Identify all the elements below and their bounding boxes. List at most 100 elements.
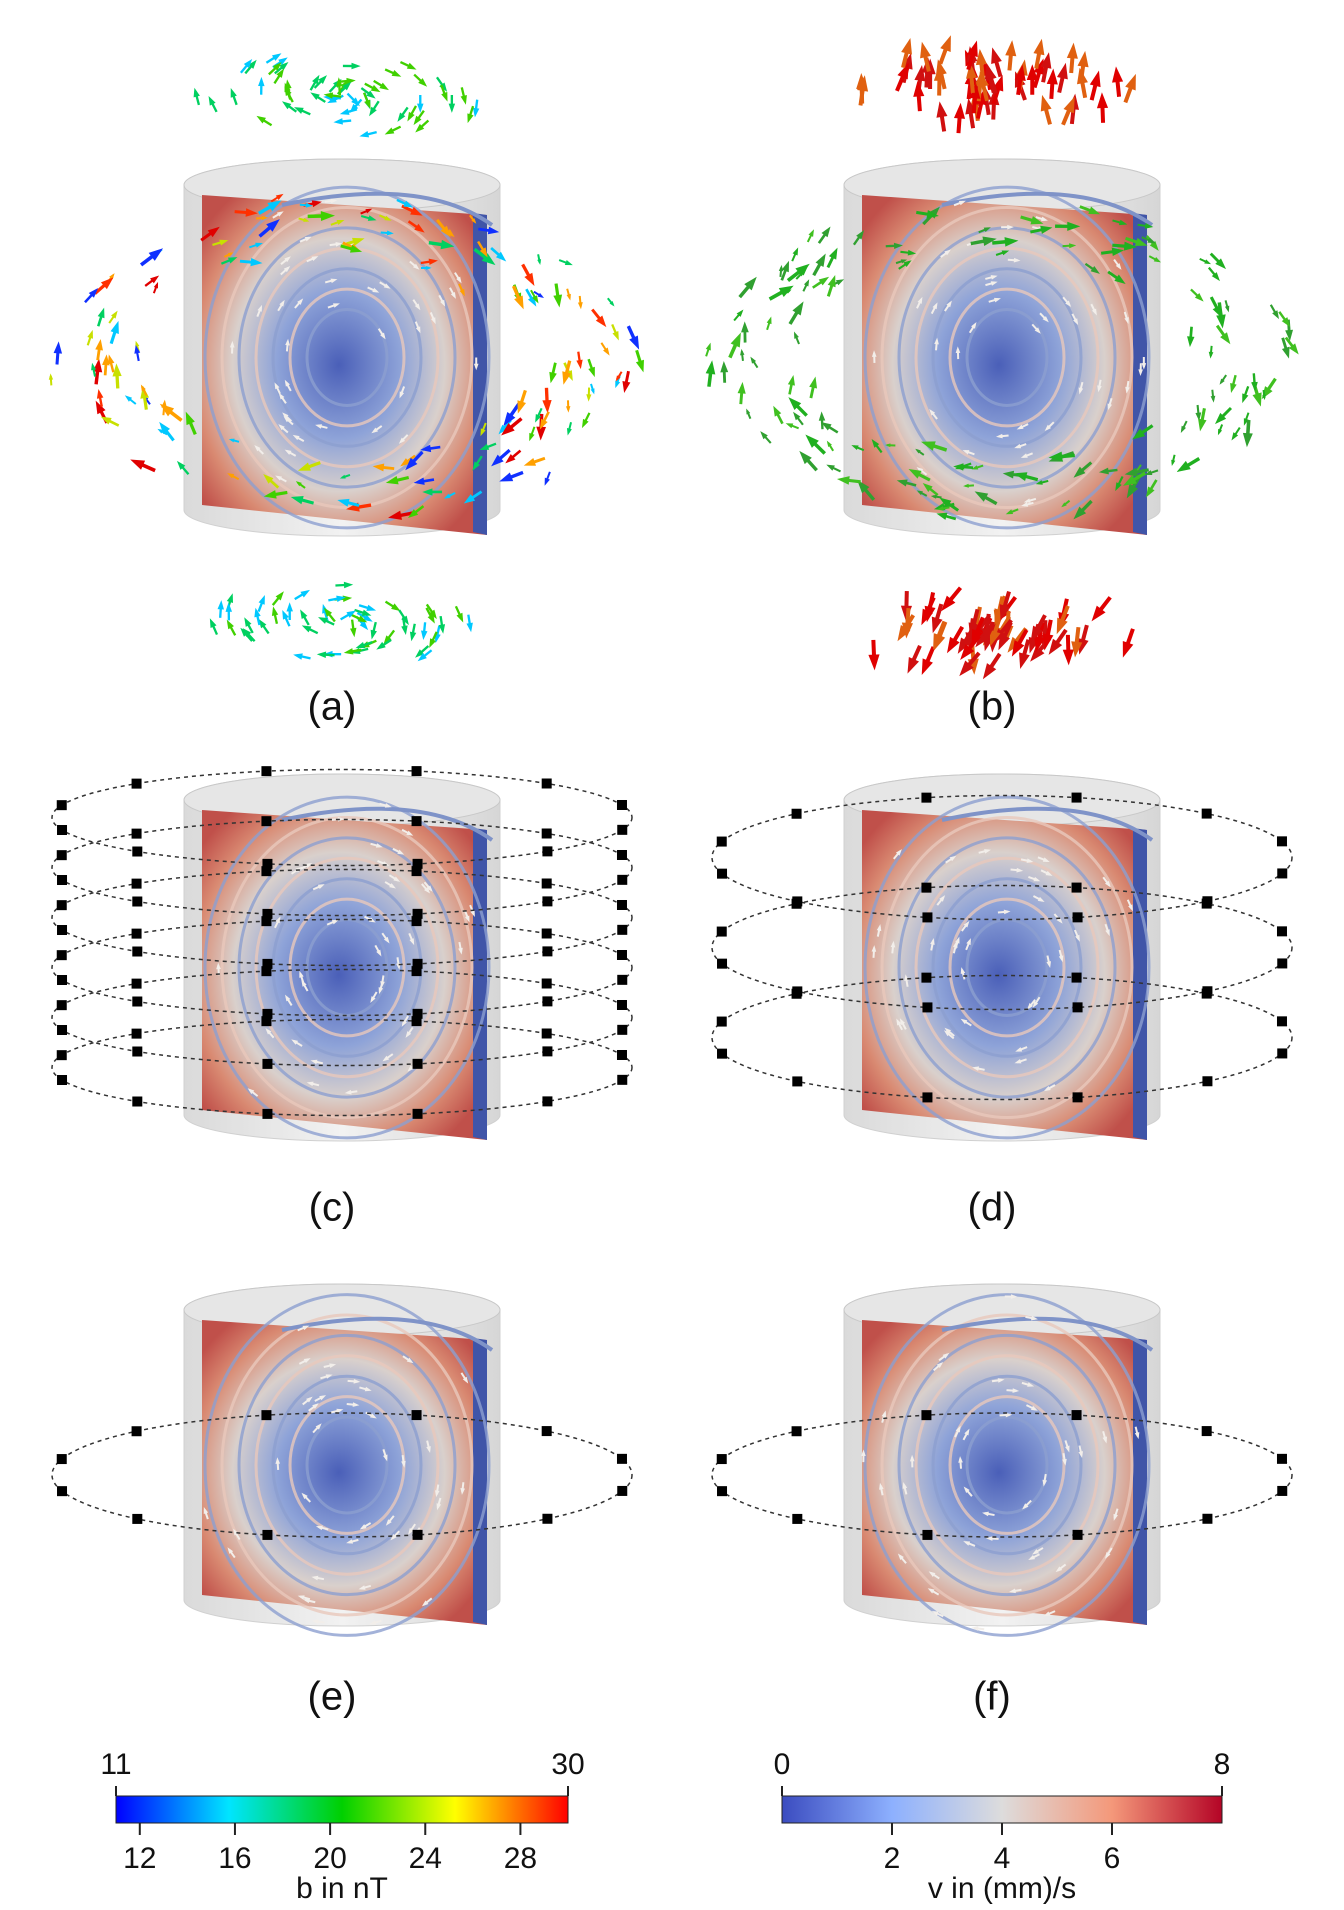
streamline <box>948 897 1066 1038</box>
arrow-head <box>785 423 794 429</box>
arrow-head <box>306 1396 313 1403</box>
sensor <box>921 972 932 983</box>
panel-label: (e) <box>308 1675 357 1719</box>
arrow-head <box>339 474 346 479</box>
sensor <box>542 996 553 1007</box>
arrow-head <box>827 274 836 288</box>
arrow-head <box>413 115 422 126</box>
arrow-head <box>799 450 812 465</box>
arrow-head <box>537 292 545 299</box>
colorbar-tick-label: 20 <box>313 1842 346 1875</box>
arrow-head <box>300 589 310 598</box>
arrow-head <box>357 615 368 623</box>
arrow-head <box>304 236 312 242</box>
arrow-head <box>227 252 234 257</box>
arrow-head <box>897 1553 904 1561</box>
arrow-head <box>857 75 869 92</box>
sensor <box>57 925 68 936</box>
sensor <box>412 1529 423 1540</box>
arrow-head <box>352 237 365 246</box>
arrow-head <box>315 1423 322 1430</box>
arrow-head <box>544 477 550 486</box>
arrow-head <box>466 622 473 633</box>
arrow-head <box>1138 369 1143 376</box>
arrow-head <box>818 276 830 286</box>
arrow-head <box>750 356 757 364</box>
arrow-head <box>401 1020 407 1027</box>
arrow-head <box>1073 318 1079 326</box>
arrow-head <box>217 600 224 610</box>
sensor <box>1072 1092 1083 1103</box>
arrow-head <box>1033 876 1041 882</box>
arrow-head <box>1124 467 1138 477</box>
arrow-head <box>998 633 1010 651</box>
slab-edge <box>473 213 487 535</box>
arrow-head <box>1043 1611 1051 1617</box>
arrow-head <box>359 621 369 631</box>
arrow-head <box>376 641 386 650</box>
arrow-head <box>426 266 432 270</box>
arrow-head <box>744 276 757 291</box>
arrow-head <box>936 512 948 520</box>
arrow-head <box>1125 386 1130 394</box>
arrow-head <box>481 253 496 266</box>
sensor <box>542 1513 553 1524</box>
arrow-head <box>405 457 418 471</box>
arrow-head <box>1030 646 1045 662</box>
arrow-head <box>284 379 290 387</box>
arrow-head <box>458 947 463 955</box>
arrow-head <box>305 202 313 208</box>
arrow-head <box>244 617 252 627</box>
arrow-head <box>635 359 644 373</box>
arrow-head <box>1071 641 1083 658</box>
sensor <box>1072 1529 1083 1540</box>
arrow-head <box>110 320 119 334</box>
arrow-head <box>109 273 115 280</box>
arrow-head <box>936 101 948 118</box>
arrow-head <box>1041 216 1048 222</box>
arrow-head <box>1013 472 1028 481</box>
arrow-head <box>286 602 293 612</box>
arrow-head <box>1118 219 1128 226</box>
arrow-head <box>1107 403 1113 411</box>
arrow-head <box>612 331 619 341</box>
arrow-head <box>856 230 865 240</box>
arrow-head <box>333 118 343 125</box>
arrow-head <box>971 322 977 329</box>
sensor <box>542 846 553 857</box>
arrow-head <box>337 817 345 822</box>
arrow-head <box>479 247 488 258</box>
arrow-head <box>297 462 311 471</box>
arrow-head <box>896 1018 902 1026</box>
arrow-head <box>1281 346 1290 359</box>
arrow-head <box>944 249 951 256</box>
arrow-head <box>276 68 285 78</box>
arrow-head <box>890 940 896 948</box>
arrow-head <box>410 206 423 216</box>
arrow-head <box>562 371 572 385</box>
panel-label: (d) <box>968 1186 1017 1230</box>
arrow-head <box>275 193 284 200</box>
arrow-head <box>193 87 200 98</box>
arrow-head <box>209 618 217 628</box>
arrow-head <box>536 426 547 441</box>
sensor <box>1072 1002 1083 1013</box>
sensor <box>131 928 142 939</box>
arrow-head <box>111 310 118 319</box>
arrow-head <box>1002 470 1015 479</box>
arrow-head <box>529 432 535 442</box>
sensor <box>57 875 68 886</box>
arrow-head <box>903 260 912 268</box>
arrow-head <box>741 321 749 333</box>
arrow-head <box>479 443 490 451</box>
arrow-head <box>808 229 814 237</box>
arrow-head <box>1067 221 1081 231</box>
arrow-head <box>283 416 290 423</box>
arrow-head <box>1034 635 1045 653</box>
arrow-head <box>916 490 923 496</box>
streamline <box>931 877 1083 1058</box>
sensor <box>542 946 553 957</box>
arrow-head <box>971 629 983 646</box>
arrow-head <box>227 257 238 264</box>
arrow-head <box>958 1456 963 1463</box>
